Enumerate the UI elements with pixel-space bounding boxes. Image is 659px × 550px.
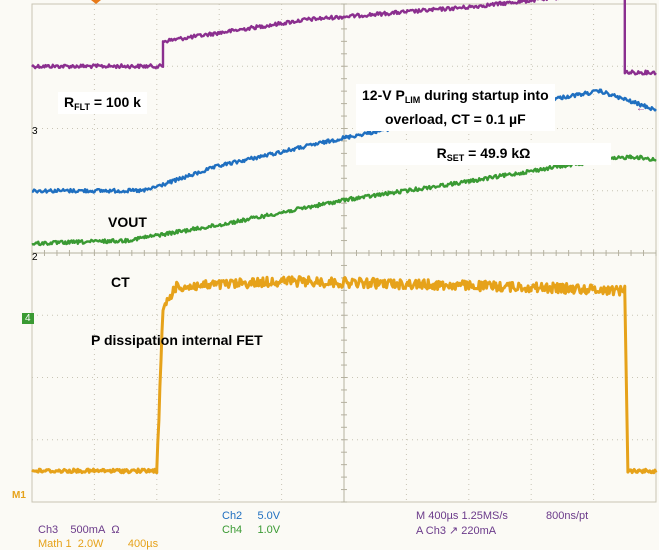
ch4-readout: Ch4 1.0V (222, 524, 281, 536)
trace-ch4 (31, 154, 657, 247)
pdiss-label: P dissipation internal FET (91, 332, 263, 348)
timebase-readout: M 400µs 1.25MS/s (416, 510, 508, 522)
trace-ch3 (31, 275, 658, 475)
sample-readout: 800ns/pt (546, 510, 589, 522)
math-readout: Math 1 2.0W 400µs (38, 538, 159, 550)
ch1-right-arrow-icon: ← (636, 103, 646, 114)
ch4-ground-marker: 4 (22, 313, 34, 324)
math-ground-marker: M1 (12, 490, 26, 501)
trigger-readout: A Ch3 ↗ 220mA (416, 525, 497, 537)
ch2-ground-marker: 2 (32, 252, 38, 263)
vout-label: VOUT (108, 214, 147, 230)
ch1-ground-marker: 3 (32, 126, 38, 137)
trace-ch1 (31, 0, 657, 76)
rset-label: RSET = 49.9 kΩ (356, 143, 611, 165)
ch2-readout: Ch2 5.0V (222, 510, 281, 522)
trigger-position-icon (91, 0, 101, 4)
plim-label: 12-V PLIM during startup into overload, … (356, 84, 555, 131)
rflt-label: RFLT = 100 k (58, 92, 147, 114)
ch3-readout: Ch3 500mA Ω (38, 524, 120, 536)
ct-label: CT (111, 274, 130, 290)
